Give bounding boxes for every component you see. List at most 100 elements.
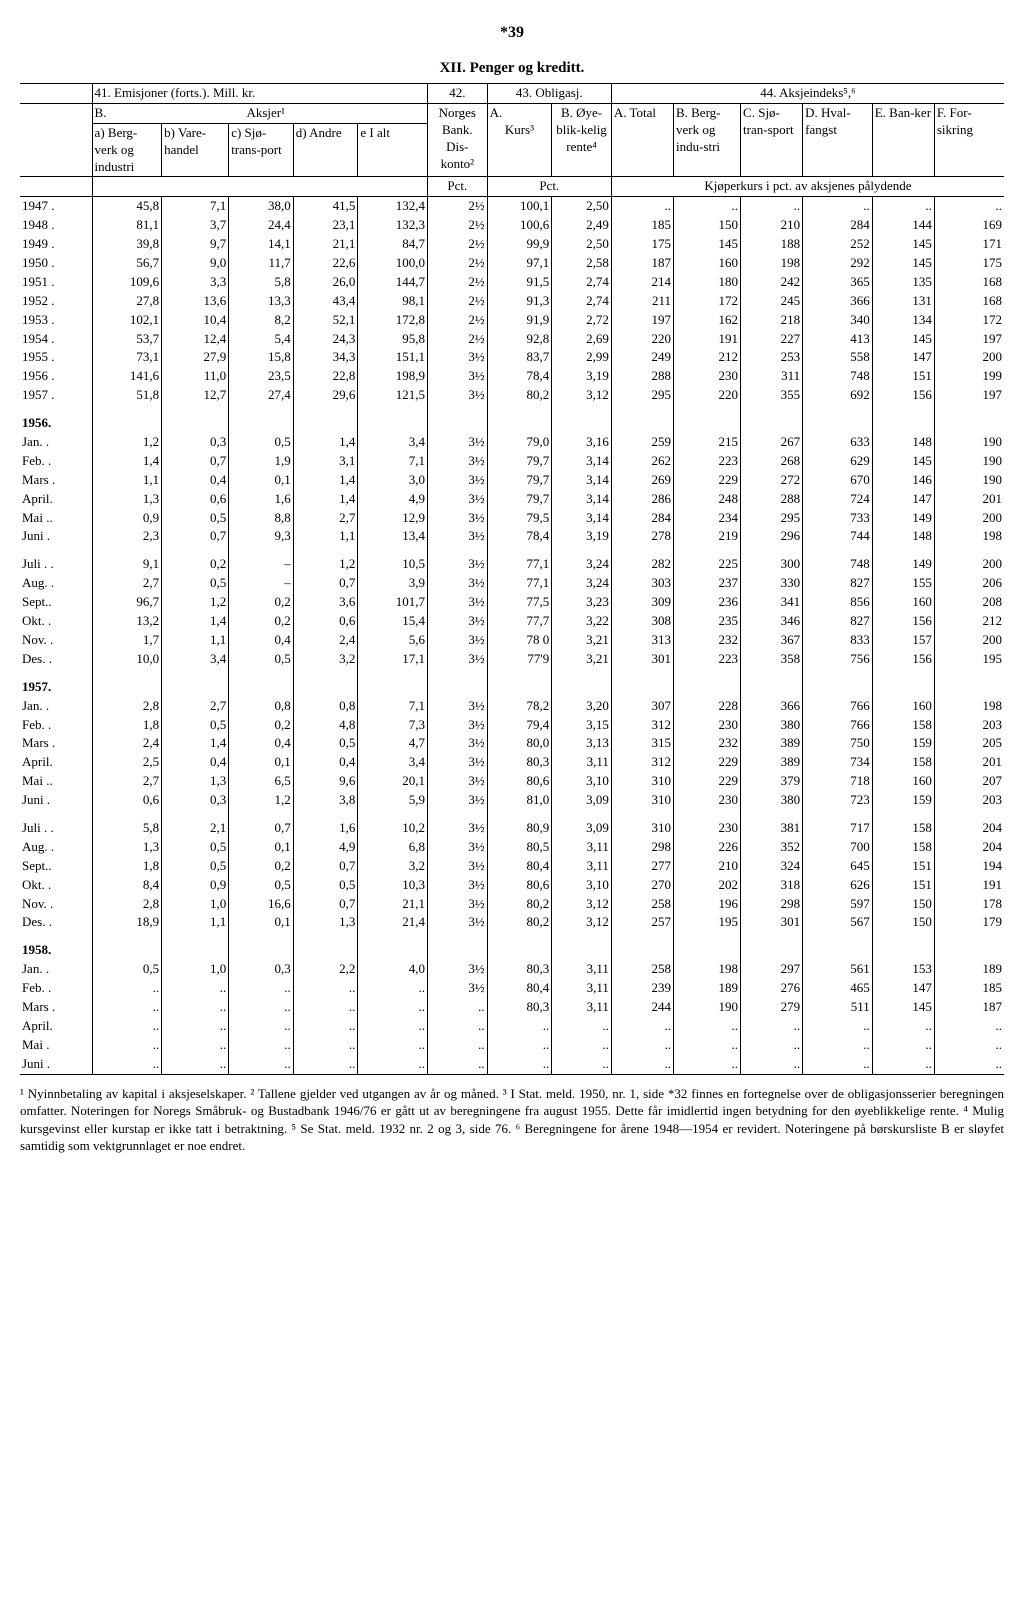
cell: 9,3 (229, 527, 294, 546)
cell: 179 (934, 913, 1004, 932)
cell: .. (934, 1017, 1004, 1036)
cell: .. (803, 1017, 873, 1036)
cell: 144 (872, 216, 934, 235)
cell: 39,8 (92, 235, 162, 254)
cell (229, 669, 294, 697)
cell: 229 (673, 753, 740, 772)
cell: 146 (872, 471, 934, 490)
cell: 3½ (428, 612, 488, 631)
cell: .. (552, 1017, 612, 1036)
cell: 79,5 (487, 509, 552, 528)
cell: 288 (741, 490, 803, 509)
cell: 1,1 (162, 913, 229, 932)
cell: 239 (611, 979, 673, 998)
cell: 230 (673, 367, 740, 386)
cell: 38,0 (229, 197, 294, 216)
row-label: 1957. (20, 669, 92, 697)
cell: 3½ (428, 979, 488, 998)
cell: 5,9 (358, 791, 428, 810)
cell: 151,1 (358, 348, 428, 367)
cell: 330 (741, 574, 803, 593)
cell: 307 (611, 697, 673, 716)
cell: 4,7 (358, 734, 428, 753)
cell: 3½ (428, 857, 488, 876)
cell: 3,12 (552, 386, 612, 405)
cell: 3,9 (358, 574, 428, 593)
cell: 151 (872, 876, 934, 895)
cell: .. (162, 1036, 229, 1055)
cell: 309 (611, 593, 673, 612)
cell: 0,9 (92, 509, 162, 528)
cell: 3,11 (552, 838, 612, 857)
cell: 84,7 (358, 235, 428, 254)
cell: 198 (673, 960, 740, 979)
cell: 79,7 (487, 490, 552, 509)
cell: 0,1 (229, 838, 294, 857)
cell (741, 405, 803, 433)
cell: 1,4 (293, 490, 358, 509)
cell: 0,7 (229, 810, 294, 838)
cell: 195 (673, 913, 740, 932)
cell: 3,3 (162, 273, 229, 292)
cell: 310 (611, 810, 673, 838)
cell: 2,49 (552, 216, 612, 235)
cell (293, 669, 358, 697)
cell: 2,7 (162, 697, 229, 716)
cell: 2½ (428, 273, 488, 292)
cell: 1,1 (92, 471, 162, 490)
cell: .. (552, 1036, 612, 1055)
cell: 2½ (428, 197, 488, 216)
cell: 200 (934, 348, 1004, 367)
row-label: Feb. . (20, 452, 92, 471)
cell: 147 (872, 490, 934, 509)
row-label: Jan. . (20, 697, 92, 716)
table-body: 1947 .45,87,138,041,5132,42½100,12,50...… (20, 197, 1004, 1074)
cell: 26,0 (293, 273, 358, 292)
cell: 766 (803, 697, 873, 716)
hKurs: Kurs³ (505, 122, 534, 137)
cell: 0,8 (229, 697, 294, 716)
cell: 207 (934, 772, 1004, 791)
cell: 249 (611, 348, 673, 367)
cell: 0,1 (229, 913, 294, 932)
cell: 24,4 (229, 216, 294, 235)
cell: .. (293, 1017, 358, 1036)
cell: 194 (934, 857, 1004, 876)
row-label: Juli . . (20, 810, 92, 838)
cell: 215 (673, 433, 740, 452)
cell: 228 (673, 697, 740, 716)
cell: .. (428, 1036, 488, 1055)
cell: 175 (934, 254, 1004, 273)
cell: .. (934, 1036, 1004, 1055)
cell: 5,6 (358, 631, 428, 650)
cell: 121,5 (358, 386, 428, 405)
cell: .. (358, 1017, 428, 1036)
row-label: Jan. . (20, 433, 92, 452)
cell: 109,6 (92, 273, 162, 292)
cell: .. (358, 1055, 428, 1074)
cell: 244 (611, 998, 673, 1017)
row-label: 1957 . (20, 386, 92, 405)
cell: .. (162, 979, 229, 998)
cell: 51,8 (92, 386, 162, 405)
page-number: *39 (20, 24, 1004, 42)
cell: 258 (611, 895, 673, 914)
cell: 92,8 (487, 330, 552, 349)
cell: 8,2 (229, 311, 294, 330)
cell: 295 (741, 509, 803, 528)
cell: 0,1 (229, 753, 294, 772)
cell: 11,7 (229, 254, 294, 273)
cell: 3,09 (552, 810, 612, 838)
cell: 2,72 (552, 311, 612, 330)
cell: 12,9 (358, 509, 428, 528)
cell: 2½ (428, 292, 488, 311)
cell: 0,2 (229, 857, 294, 876)
cell: 14,1 (229, 235, 294, 254)
cell: 185 (611, 216, 673, 235)
cell: 10,5 (358, 546, 428, 574)
cell: 144,7 (358, 273, 428, 292)
cell: .. (229, 1055, 294, 1074)
cell (552, 932, 612, 960)
h43: 43. Obligasj. (487, 84, 611, 104)
cell: .. (673, 197, 740, 216)
